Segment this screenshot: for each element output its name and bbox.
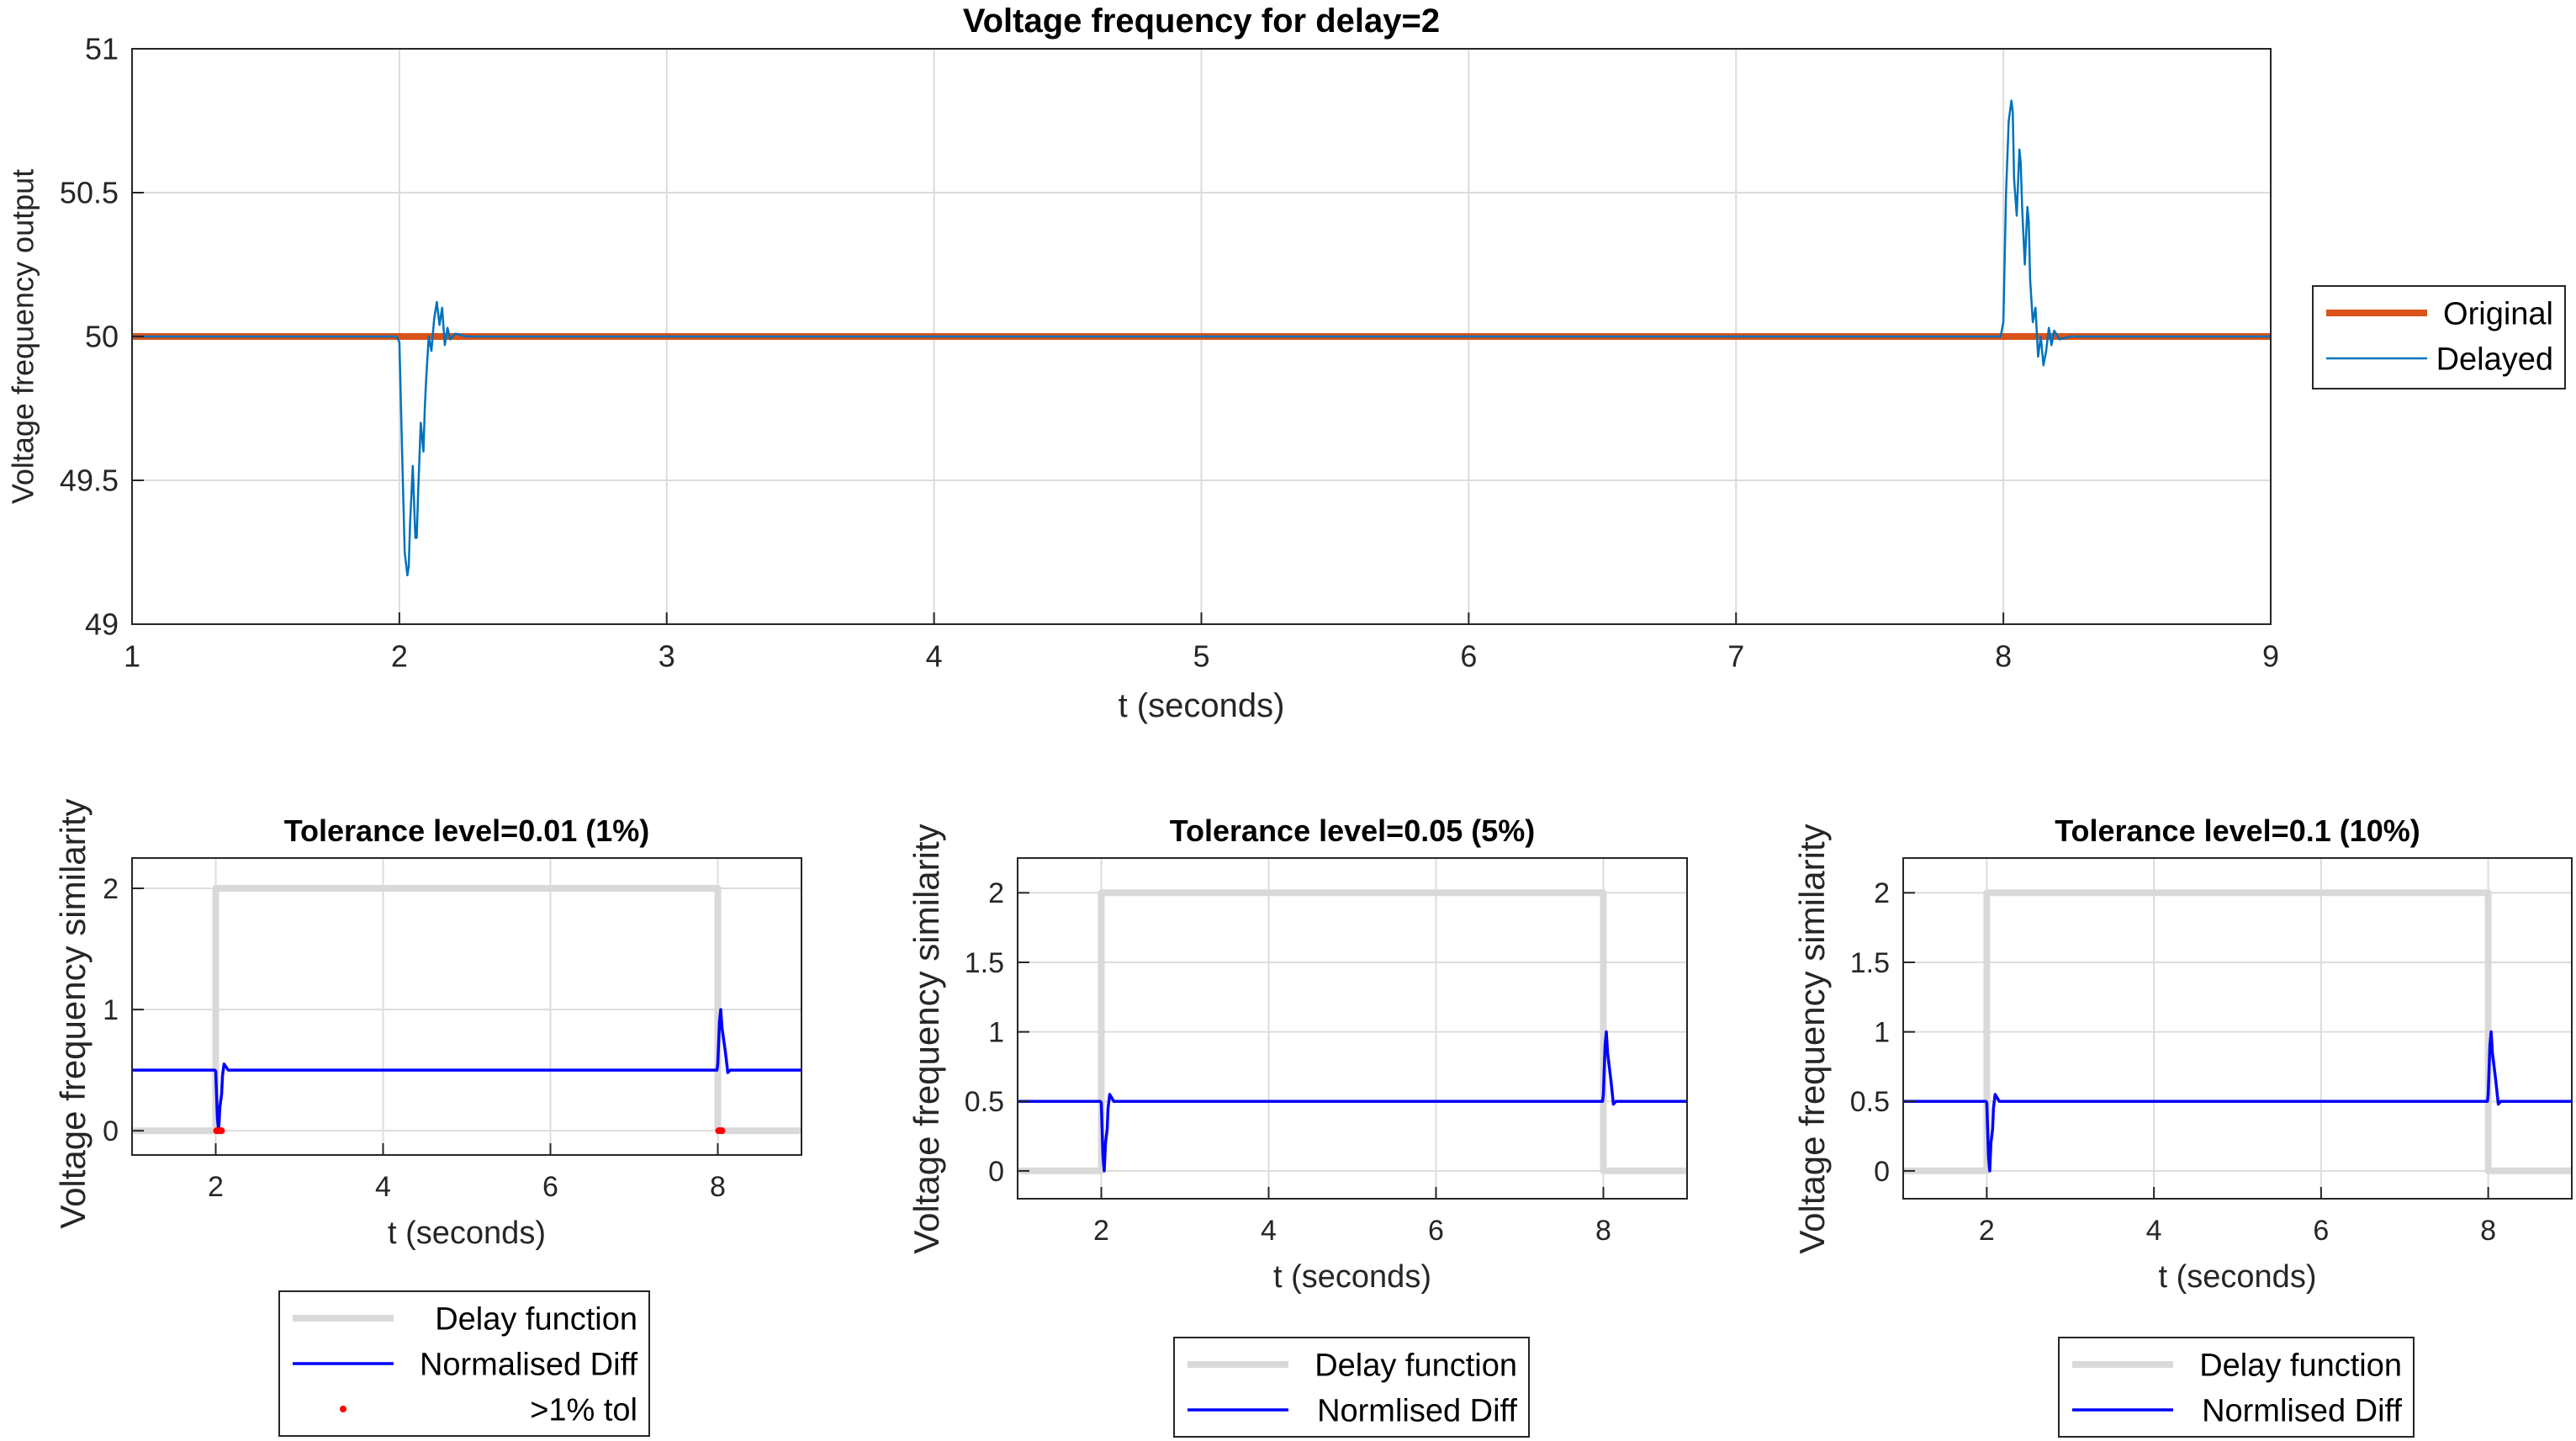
- legend-label: >1% tol: [530, 1393, 637, 1428]
- series-group: [1903, 889, 2572, 1174]
- chart-title: Tolerance level=0.05 (5%): [1170, 813, 1536, 848]
- y-axis-label: Voltage frequency similarity: [53, 798, 93, 1228]
- legend-label: Normlised Diff: [2202, 1394, 2402, 1429]
- legend-label: Delay function: [1314, 1348, 1517, 1384]
- chart-tol1: 2 4 6 8 0 1 2 Tolerance level=0.01 (1%) t (secon…: [53, 798, 802, 1437]
- series-line-normalised_diff: [1018, 1030, 1687, 1173]
- x-tick-label: 6: [1428, 1215, 1444, 1247]
- chart-tol5: 2 4 6 8 0 0.5 1 1.5 2 Tolerance level=0.05 (5%) t …: [907, 813, 1688, 1438]
- y-tick-label: 0: [988, 1156, 1004, 1188]
- y-axis-label: Voltage frequency similarity: [1792, 824, 1832, 1253]
- y-tick-label: 1.5: [1850, 947, 1890, 979]
- series-group: [132, 885, 801, 1135]
- chart-title: Tolerance level=0.1 (10%): [2055, 813, 2420, 848]
- y-tick-label: 1.5: [965, 947, 1004, 979]
- chart-title: Tolerance level=0.01 (1%): [284, 813, 650, 848]
- y-tick-label: 51: [85, 32, 119, 66]
- y-axis-label: Voltage frequency similarity: [907, 824, 946, 1253]
- legend-label: Delay function: [435, 1302, 637, 1338]
- plot-area: [132, 858, 801, 1155]
- y-tick-label: 1: [988, 1017, 1004, 1049]
- legend-label: Delayed: [2436, 342, 2553, 378]
- x-tick-label: 8: [1595, 1215, 1611, 1247]
- y-tick-label: 0: [103, 1115, 119, 1147]
- axes-frame: [131, 857, 802, 1156]
- y-tick-label: 2: [988, 877, 1004, 909]
- y-tick-label: 1: [103, 994, 119, 1026]
- legend-box: [2312, 285, 2566, 389]
- x-tick-label: 4: [375, 1171, 391, 1203]
- plot-area: [1018, 858, 1687, 1199]
- y-tick-label: 50: [85, 320, 119, 354]
- series-group: [1018, 889, 1687, 1174]
- y-tick-label: 0: [1874, 1156, 1890, 1188]
- legend: Delay function Normlised Diff: [1173, 1337, 1530, 1438]
- y-tick-label: 2: [103, 873, 119, 905]
- x-axis-label: t (seconds): [1119, 687, 1285, 724]
- legend-label: Original: [2443, 297, 2553, 332]
- y-tick-label: 49.5: [60, 464, 119, 498]
- legend-label: Normlised Diff: [1317, 1394, 1517, 1429]
- axes-frame: [1017, 857, 1688, 1200]
- series-line-delay_function: [1903, 889, 2572, 1174]
- x-axis-label: t (seconds): [2159, 1259, 2317, 1295]
- series-line-delay_function: [132, 885, 801, 1135]
- legend: Original Delayed: [2312, 285, 2566, 389]
- x-tick-label: 7: [1727, 639, 1744, 674]
- chart-title: Voltage frequency for delay=2: [963, 3, 1440, 40]
- x-tick-label: 6: [1460, 639, 1477, 674]
- x-tick-label: 4: [1261, 1215, 1277, 1247]
- legend-label: Normalised Diff: [420, 1348, 637, 1383]
- x-tick-label: 2: [208, 1171, 224, 1203]
- x-tick-label: 5: [1193, 639, 1209, 674]
- x-tick-label: 2: [1093, 1215, 1109, 1247]
- legend-label: Delay function: [2199, 1348, 2402, 1384]
- x-tick-label: 3: [659, 639, 675, 674]
- x-tick-label: 6: [542, 1171, 558, 1203]
- out-of-tol-marker: [718, 1127, 726, 1135]
- x-tick-label: 4: [926, 639, 943, 674]
- series-line-delay_function: [1018, 889, 1687, 1174]
- x-tick-label: 9: [2262, 639, 2279, 674]
- x-tick-label: 6: [2313, 1215, 2329, 1247]
- x-tick-label: 4: [2146, 1215, 2162, 1247]
- y-tick-label: 50.5: [60, 176, 119, 210]
- x-tick-label: 8: [710, 1171, 726, 1203]
- y-tick-label: 1: [1874, 1017, 1890, 1049]
- series-group: [132, 99, 2271, 577]
- x-tick-label: 1: [124, 639, 140, 674]
- legend-marker-out_of_tol: [340, 1406, 346, 1412]
- series-line-normalised_diff: [132, 1008, 801, 1132]
- x-tick-label: 8: [2480, 1215, 2496, 1247]
- y-tick-label: 0.5: [1850, 1086, 1890, 1118]
- x-axis-label: t (seconds): [1273, 1259, 1431, 1295]
- legend: Delay function Normalised Diff >1% tol: [278, 1290, 650, 1437]
- y-tick-label: 49: [85, 607, 119, 642]
- x-tick-label: 2: [1979, 1215, 1995, 1247]
- axes-frame: [1902, 857, 2573, 1200]
- chart-tol10: 2 4 6 8 0 0.5 1 1.5 2 Tolerance level=0.1 (10%) t …: [1792, 813, 2573, 1438]
- x-axis-label: t (seconds): [388, 1216, 546, 1251]
- x-tick-label: 8: [1995, 639, 2012, 674]
- series-line-delayed: [132, 99, 2271, 577]
- y-tick-label: 2: [1874, 877, 1890, 909]
- x-tick-label: 2: [391, 639, 408, 674]
- out-of-tol-marker: [218, 1127, 225, 1135]
- legend-box: [2058, 1337, 2415, 1438]
- legend: Delay function Normlised Diff: [2058, 1337, 2415, 1438]
- series-line-normalised_diff: [1903, 1030, 2572, 1173]
- chart-main: 1 2 3 4 5 6 7 8 9 49 49.5 50 50.5 51 Voltage frequency…: [6, 3, 2566, 724]
- legend-box: [1173, 1337, 1530, 1438]
- plot-area: [1903, 858, 2572, 1199]
- y-axis-label: Voltage frequency output: [6, 169, 40, 504]
- y-tick-label: 0.5: [965, 1086, 1004, 1118]
